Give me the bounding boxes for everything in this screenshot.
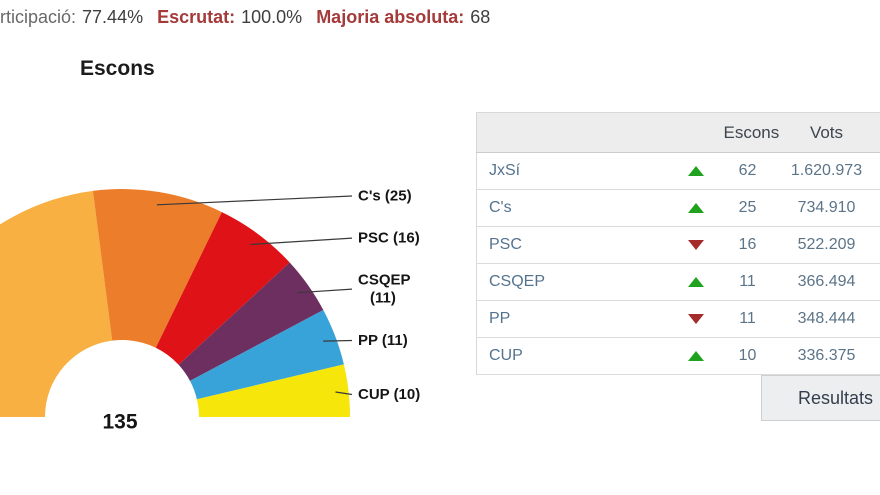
votes-cell: 522.209 [772,226,880,264]
participation-value: 77.44% [82,7,144,27]
party-name-cell-cs[interactable]: C's [476,189,669,227]
chart-label-psc: PSC (16) [358,230,420,247]
results-table: Escons Vots JxSí 62 1.620.973 C's 25 734.910 P… [476,112,880,375]
table-row: JxSí 62 1.620.973 [476,152,880,190]
scrutiny-stat: Escrutat: 100.0% [157,7,302,28]
party-name-cell-pp[interactable]: PP [476,300,669,338]
votes-cell: 336.375 [772,337,880,375]
trend-cell [668,337,723,375]
hemicycle-segment-cs [92,189,222,348]
participation-stat: rticipació: 77.44% [0,7,143,28]
escons-hemicycle-chart: C's (25) PSC (16) CSQEP(11) PP (11) CUP (10)… [0,188,420,434]
trend-column-header [668,112,723,153]
votes-cell: 1.620.973 [772,152,880,190]
party-column-header [476,112,669,153]
table-row: CSQEP 11 366.494 [476,263,880,301]
party-name-cell-cup[interactable]: CUP [476,337,669,375]
scrutiny-label: Escrutat: [157,7,236,27]
table-header-row: Escons Vots [476,112,880,153]
chart-label-csqep: CSQEP [358,272,411,289]
participation-label: rticipació: [0,7,77,27]
trend-up-icon [687,277,704,287]
votes-cell: 366.494 [772,263,880,301]
votes-cell: 348.444 [772,300,880,338]
trend-down-icon [687,314,704,324]
trend-up-icon [687,351,704,361]
table-row: PSC 16 522.209 [476,226,880,264]
seats-cell: 25 [722,189,773,227]
chart-label-csqep: (11) [370,290,396,307]
total-seats-label: 135 [102,411,137,434]
status-bar: rticipació: 77.44% Escrutat: 100.0% Majo… [0,7,490,28]
chart-label-pp: PP (11) [358,332,408,349]
chart-label-cs: C's (25) [358,188,412,205]
seats-cell: 10 [722,337,773,375]
leader-line-pp [323,339,353,342]
seats-cell: 62 [722,152,773,190]
trend-cell [668,189,723,227]
party-name-cell-csqep[interactable]: CSQEP [476,263,669,301]
trend-up-icon [687,203,704,213]
table-row: C's 25 734.910 [476,189,880,227]
absolute-majority-stat: Majoria absoluta: 68 [316,7,490,28]
trend-down-icon [687,240,704,250]
table-row: PP 11 348.444 [476,300,880,338]
trend-cell [668,152,723,190]
votes-cell: 734.910 [772,189,880,227]
hemicycle-segment-pp [190,310,344,400]
absolute-majority-label: Majoria absoluta: [316,7,465,27]
party-name-cell-psc[interactable]: PSC [476,226,669,264]
hemicycle-segment-csqep [178,262,324,381]
trend-up-icon [687,166,704,176]
resultats-button[interactable]: Resultats [761,375,880,421]
scrutiny-value: 100.0% [241,7,303,27]
seats-cell: 11 [722,263,773,301]
chart-title: Escons [80,57,155,80]
leader-line-csqep [297,288,353,294]
trend-cell [668,226,723,264]
vots-column-header: Vots [772,112,880,153]
escons-column-header: Escons [722,112,779,153]
seats-cell: 16 [722,226,773,264]
absolute-majority-value: 68 [470,7,491,27]
leader-line-cs [156,195,353,206]
leader-line-cup [335,391,353,396]
trend-cell [668,300,723,338]
hemicycle-segment-cup [196,364,351,417]
seats-cell: 11 [722,300,773,338]
party-name-cell-jxsi[interactable]: JxSí [476,152,669,190]
trend-cell [668,263,723,301]
hemicycle-segment-psc [155,212,290,365]
leader-line-psc [250,237,353,246]
hemicycle-segment-jxsi [0,190,113,417]
chart-label-cup: CUP (10) [358,386,420,403]
table-row: CUP 10 336.375 [476,337,880,375]
